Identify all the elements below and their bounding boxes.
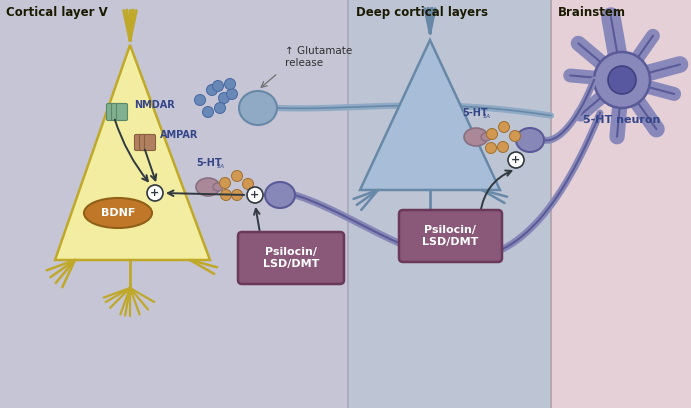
Circle shape	[214, 102, 225, 113]
Polygon shape	[55, 45, 210, 260]
Bar	[551, 0, 691, 408]
Ellipse shape	[196, 178, 220, 196]
Ellipse shape	[464, 128, 488, 146]
Circle shape	[486, 129, 498, 140]
Ellipse shape	[213, 183, 223, 191]
Text: Psilocin/
LSD/DMT: Psilocin/ LSD/DMT	[263, 247, 319, 269]
Circle shape	[498, 122, 509, 133]
FancyBboxPatch shape	[106, 104, 117, 120]
Circle shape	[243, 179, 254, 189]
Ellipse shape	[84, 198, 152, 228]
Circle shape	[218, 93, 229, 104]
Text: ↑ Glutamate
release: ↑ Glutamate release	[285, 47, 352, 68]
Text: Cortical layer V: Cortical layer V	[6, 6, 108, 19]
Circle shape	[220, 189, 231, 200]
Circle shape	[486, 142, 497, 153]
Circle shape	[508, 152, 524, 168]
Text: BDNF: BDNF	[101, 208, 135, 218]
FancyBboxPatch shape	[135, 135, 146, 151]
Ellipse shape	[265, 182, 295, 208]
Text: +: +	[250, 190, 260, 200]
Circle shape	[147, 185, 163, 201]
Circle shape	[225, 78, 236, 89]
Text: +: +	[511, 155, 520, 165]
Circle shape	[231, 171, 243, 182]
Text: Psilocin/
LSD/DMT: Psilocin/ LSD/DMT	[422, 225, 478, 247]
Ellipse shape	[239, 91, 277, 125]
Circle shape	[213, 80, 223, 91]
Text: $_{2A}$: $_{2A}$	[216, 162, 225, 171]
FancyBboxPatch shape	[238, 232, 344, 284]
Circle shape	[202, 106, 214, 118]
FancyBboxPatch shape	[144, 135, 155, 151]
Circle shape	[594, 52, 650, 108]
Circle shape	[194, 95, 205, 106]
FancyBboxPatch shape	[140, 135, 151, 151]
Ellipse shape	[481, 133, 491, 141]
Text: 5-HT neuron: 5-HT neuron	[583, 115, 661, 125]
Text: NMDAR: NMDAR	[134, 100, 175, 110]
Circle shape	[247, 187, 263, 203]
Bar	[0, 0, 348, 408]
Circle shape	[608, 66, 636, 94]
Bar	[348, 0, 551, 408]
Ellipse shape	[516, 128, 544, 152]
Text: Deep cortical layers: Deep cortical layers	[356, 6, 488, 19]
Circle shape	[227, 89, 238, 100]
FancyBboxPatch shape	[117, 104, 128, 120]
Text: $_{2A}$: $_{2A}$	[482, 112, 491, 121]
Circle shape	[231, 189, 243, 200]
Circle shape	[207, 84, 218, 95]
Text: 5-HT: 5-HT	[462, 108, 488, 118]
Circle shape	[509, 131, 520, 142]
Text: +: +	[151, 188, 160, 198]
Circle shape	[498, 142, 509, 153]
Circle shape	[220, 177, 231, 188]
FancyBboxPatch shape	[399, 210, 502, 262]
Text: AMPAR: AMPAR	[160, 130, 198, 140]
Text: 5-HT: 5-HT	[196, 158, 222, 168]
Polygon shape	[360, 40, 500, 190]
FancyBboxPatch shape	[111, 104, 122, 120]
Text: Brainstem: Brainstem	[558, 6, 626, 19]
